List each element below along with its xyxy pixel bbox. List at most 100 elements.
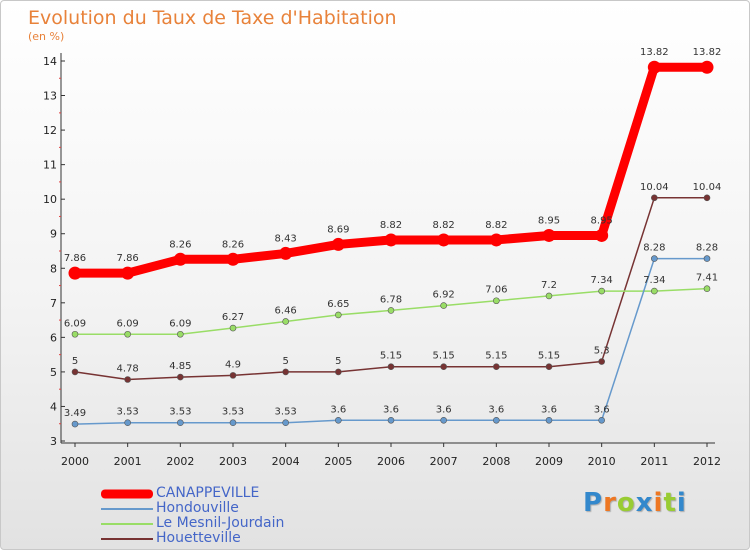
- data-label-houetteville: 4.85: [169, 361, 191, 372]
- data-point-hondouville: [440, 416, 447, 424]
- data-point-le-mesnil-jourdain: [177, 330, 184, 338]
- data-point-canappeville: [279, 246, 293, 260]
- data-label-hondouville: 3.6: [594, 404, 610, 415]
- data-label-le-mesnil-jourdain: 6.78: [380, 294, 402, 305]
- chart-unit-label: (en %): [28, 30, 65, 43]
- data-point-le-mesnil-jourdain: [335, 311, 342, 319]
- x-tick-label: 2004: [272, 455, 300, 468]
- data-label-canappeville: 8.95: [538, 215, 560, 226]
- proxiti-logo: Proxiti: [583, 488, 687, 518]
- y-tick-label: 6: [50, 331, 57, 344]
- data-label-le-mesnil-jourdain: 7.34: [643, 275, 665, 286]
- data-point-hondouville: [71, 420, 79, 428]
- data-label-le-mesnil-jourdain: 7.34: [591, 275, 613, 286]
- data-point-houetteville: [124, 376, 131, 383]
- data-label-canappeville: 8.43: [275, 233, 297, 244]
- x-tick-label: 2007: [430, 455, 458, 468]
- y-tick-label: 10: [43, 193, 57, 206]
- data-point-houetteville: [71, 368, 79, 376]
- data-point-le-mesnil-jourdain: [493, 297, 500, 305]
- legend-swatch: [101, 507, 153, 510]
- data-point-canappeville: [647, 60, 661, 74]
- data-label-houetteville: 5: [72, 356, 78, 367]
- data-label-le-mesnil-jourdain: 7.41: [696, 273, 718, 284]
- data-point-le-mesnil-jourdain: [703, 285, 711, 292]
- data-point-hondouville: [493, 416, 500, 424]
- data-point-houetteville: [177, 373, 184, 381]
- data-point-houetteville: [651, 194, 658, 202]
- y-tick-label: 9: [50, 228, 57, 241]
- data-point-le-mesnil-jourdain: [124, 330, 131, 338]
- legend-label: CANAPPEVILLE: [156, 485, 260, 501]
- legend-label: Hondouville: [156, 500, 239, 516]
- data-point-le-mesnil-jourdain: [598, 287, 605, 295]
- x-tick-label: 2008: [482, 455, 510, 468]
- data-label-houetteville: 5.15: [485, 351, 507, 362]
- data-label-canappeville: 8.95: [591, 215, 613, 226]
- x-tick-label: 2002: [166, 455, 194, 468]
- x-tick-label: 2012: [693, 455, 721, 468]
- data-label-hondouville: 3.49: [64, 408, 86, 419]
- data-point-canappeville: [121, 266, 135, 280]
- data-label-canappeville: 7.86: [64, 253, 86, 264]
- x-tick-label: 2009: [535, 455, 563, 468]
- data-label-le-mesnil-jourdain: 6.09: [64, 318, 86, 329]
- data-label-canappeville: 8.82: [485, 220, 507, 231]
- data-label-houetteville: 5.15: [538, 351, 560, 362]
- data-label-canappeville: 8.26: [169, 239, 191, 250]
- data-point-houetteville: [387, 363, 395, 371]
- data-point-hondouville: [387, 416, 395, 424]
- data-label-hondouville: 8.28: [696, 243, 718, 254]
- data-point-le-mesnil-jourdain: [282, 318, 289, 325]
- data-point-houetteville: [493, 363, 500, 371]
- data-point-houetteville: [440, 363, 447, 371]
- y-tick-label: 3: [50, 435, 57, 448]
- data-point-canappeville: [331, 237, 345, 251]
- data-point-canappeville: [489, 233, 503, 247]
- data-point-hondouville: [545, 416, 553, 424]
- data-point-houetteville: [335, 368, 342, 376]
- data-point-canappeville: [226, 252, 240, 266]
- data-point-le-mesnil-jourdain: [229, 324, 237, 332]
- data-label-hondouville: 3.6: [383, 404, 399, 415]
- data-point-hondouville: [124, 419, 131, 426]
- y-tick-label: 7: [50, 297, 57, 310]
- data-point-hondouville: [651, 255, 658, 262]
- y-tick-label: 14: [43, 55, 57, 68]
- data-label-hondouville: 3.6: [330, 404, 346, 415]
- data-label-canappeville: 8.69: [327, 224, 349, 235]
- data-label-houetteville: 5.15: [433, 351, 455, 362]
- chart-title: Evolution du Taux de Taxe d'Habitation: [28, 7, 397, 29]
- data-point-houetteville: [545, 363, 553, 371]
- legend-label: Le Mesnil-Jourdain: [156, 515, 285, 531]
- data-point-hondouville: [598, 416, 605, 424]
- data-point-houetteville: [598, 358, 605, 365]
- y-tick-label: 13: [43, 90, 57, 103]
- y-tick-label: 12: [43, 124, 57, 137]
- data-point-le-mesnil-jourdain: [545, 292, 553, 300]
- data-label-le-mesnil-jourdain: 6.46: [275, 305, 297, 316]
- data-point-hondouville: [177, 419, 184, 426]
- data-label-houetteville: 10.04: [693, 182, 722, 193]
- data-label-houetteville: 5: [282, 356, 288, 367]
- x-tick-label: 2010: [588, 455, 616, 468]
- data-label-le-mesnil-jourdain: 6.09: [117, 318, 139, 329]
- data-label-canappeville: 8.26: [222, 239, 244, 250]
- logo-letter: t: [663, 488, 677, 518]
- data-point-canappeville: [384, 233, 398, 247]
- data-label-houetteville: 5.3: [594, 346, 610, 357]
- logo-letter: P: [583, 488, 604, 518]
- data-label-le-mesnil-jourdain: 6.09: [169, 318, 191, 329]
- data-point-hondouville: [703, 255, 711, 262]
- data-point-le-mesnil-jourdain: [440, 302, 447, 309]
- x-tick-label: 2005: [324, 455, 352, 468]
- data-label-canappeville: 8.82: [433, 220, 455, 231]
- data-label-hondouville: 3.6: [488, 404, 504, 415]
- data-point-hondouville: [282, 419, 289, 426]
- data-label-le-mesnil-jourdain: 6.27: [222, 312, 244, 323]
- y-tick-label: 11: [43, 159, 57, 172]
- x-tick-label: 2006: [377, 455, 405, 468]
- data-point-le-mesnil-jourdain: [71, 330, 79, 338]
